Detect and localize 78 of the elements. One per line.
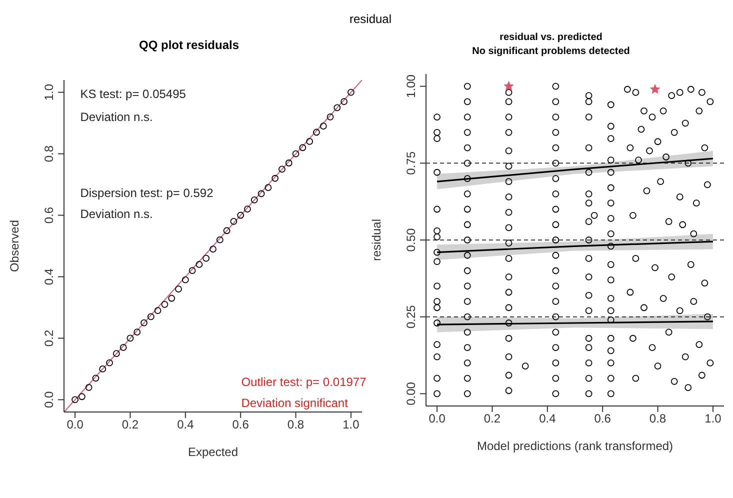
point (120, 344, 127, 351)
x-axis-title: Expected (188, 445, 238, 459)
point (237, 212, 244, 219)
y-tick-label: 0.2 (42, 330, 56, 347)
point (313, 128, 320, 136)
x-tick-label: 0.4 (539, 412, 556, 426)
point (223, 227, 230, 234)
point (258, 190, 265, 198)
chart-subtitle: No significant problems detected (471, 46, 631, 59)
point (264, 184, 272, 192)
x-tick-label: 0.2 (484, 412, 501, 426)
y-tick-label: 0.0 (42, 391, 56, 408)
x-tick-label: 0.6 (594, 412, 612, 426)
point (140, 319, 148, 326)
point (92, 374, 100, 382)
point (250, 196, 258, 204)
y-tick-label: 0.8 (42, 145, 56, 162)
x-tick-label: 0.2 (122, 418, 139, 432)
chart-title: residual vs. predicted (498, 32, 604, 45)
point (85, 384, 92, 391)
point (299, 144, 306, 152)
point (147, 313, 154, 320)
chart-title: QQ plot residuals (138, 38, 240, 52)
annotation: KS test: p= 0.05495 (80, 86, 186, 101)
y-tick-label: 0.6 (42, 206, 56, 224)
x-tick-label: 0.0 (66, 418, 84, 432)
annotation: Dispersion test: p= 0.592 (80, 186, 214, 200)
x-tick-label: 0.8 (287, 418, 304, 432)
text: residual (348, 11, 393, 28)
x-tick-label: 0.0 (428, 412, 446, 426)
annotation: Outlier test: p= 0.01977 (241, 374, 366, 389)
point (244, 206, 251, 213)
annotation: Deviation significant (241, 396, 348, 410)
point (154, 307, 162, 314)
point (168, 294, 176, 302)
point (278, 166, 286, 173)
point (188, 267, 196, 274)
x-axis-title: Model predictions (rank transformed) (476, 439, 674, 453)
point (112, 350, 120, 358)
point (340, 98, 348, 105)
point (126, 334, 134, 342)
annotation: Deviation n.s. (80, 207, 153, 222)
point (326, 113, 334, 120)
y-tick-label: 0.75 (404, 151, 418, 175)
point (72, 396, 78, 404)
point (320, 122, 327, 130)
x-tick-label: 0.6 (232, 418, 250, 432)
point (182, 276, 189, 284)
y-tick-label: 0.4 (42, 268, 56, 286)
y-axis-title: residual (369, 218, 384, 262)
x-tick-label: 0.8 (649, 412, 666, 426)
point (175, 286, 182, 292)
y-tick-label: 1.00 (404, 74, 418, 98)
point (292, 150, 300, 158)
point (348, 88, 354, 96)
point (334, 104, 341, 112)
point (134, 328, 141, 336)
y-tick-label: 0.00 (404, 382, 418, 406)
y-tick-label: 1.0 (42, 84, 56, 101)
point (161, 300, 168, 308)
point (230, 218, 238, 225)
y-axis-title: Observed (7, 220, 22, 272)
x-tick-label: 1.0 (704, 412, 722, 426)
x-tick-label: 0.4 (177, 418, 194, 432)
point (196, 260, 203, 268)
point (78, 393, 86, 400)
point (202, 254, 210, 262)
point (99, 366, 106, 372)
y-tick-label: 0.50 (404, 228, 418, 252)
x-tick-label: 1.0 (342, 418, 360, 432)
point (216, 236, 224, 244)
annotation: Deviation n.s. (80, 110, 153, 124)
y-tick-label: 0.25 (404, 304, 418, 329)
point (106, 359, 113, 366)
point (210, 246, 216, 253)
point (272, 174, 279, 182)
point (285, 160, 292, 166)
point (306, 138, 314, 145)
